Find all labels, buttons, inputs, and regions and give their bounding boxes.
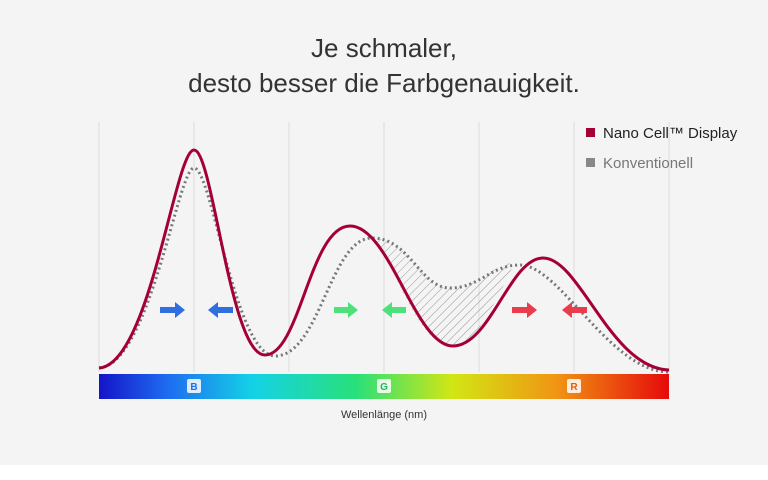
- band-label: R: [570, 382, 578, 393]
- title-line: Je schmaler,: [311, 33, 457, 63]
- hatched-area: [372, 238, 515, 346]
- band-box: [187, 379, 201, 393]
- legend-swatch: [586, 158, 595, 167]
- band-box: [567, 379, 581, 393]
- conventional-curve: [98, 166, 670, 374]
- band-label: G: [380, 382, 388, 393]
- nanocell-curve: [98, 148, 670, 372]
- band-label: B: [190, 382, 197, 393]
- arrows: [160, 302, 587, 318]
- x-axis-label: Wellenlänge (nm): [341, 409, 427, 421]
- legend-label: Nano Cell™ Display: [603, 125, 738, 142]
- title-line: desto besser die Farbgenauigkeit.: [188, 68, 580, 98]
- legend-label: Konventionell: [603, 155, 693, 172]
- grid: [98, 122, 670, 372]
- band-box: [377, 379, 391, 393]
- legend-swatch: [586, 128, 595, 137]
